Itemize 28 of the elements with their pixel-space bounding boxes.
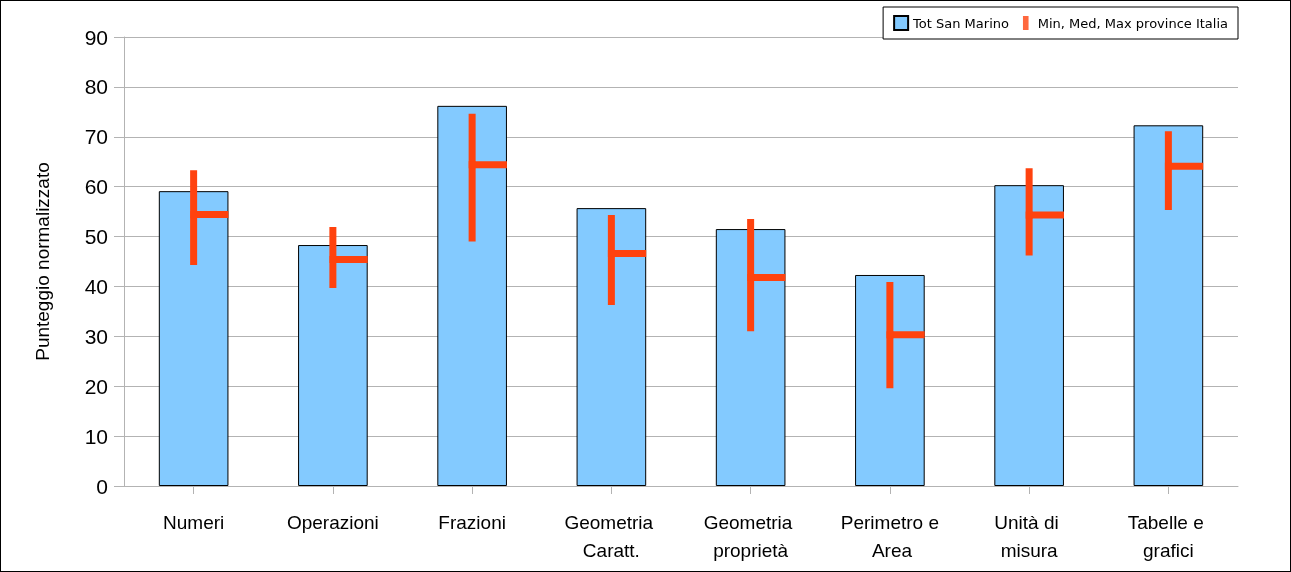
y-tick-label: 60 bbox=[84, 175, 108, 199]
y-tick-label: 30 bbox=[84, 324, 108, 348]
x-tick-label: Geometria Caratt. bbox=[564, 511, 659, 561]
x-tick-label: Geometria proprietà bbox=[703, 511, 798, 561]
point bbox=[468, 161, 476, 169]
y-tick-label: 0 bbox=[96, 474, 108, 498]
x-tick-label: Numeri bbox=[163, 511, 225, 533]
x-tick-label: Operazioni bbox=[286, 511, 379, 533]
y-axis-title: Punteggio normalizzato bbox=[32, 162, 53, 361]
point bbox=[1025, 211, 1033, 219]
bar bbox=[437, 105, 507, 486]
y-tick-label: 50 bbox=[84, 225, 108, 249]
legend-label: Tot San Marino bbox=[912, 15, 1009, 31]
bar bbox=[1133, 125, 1204, 486]
y-tick-label: 70 bbox=[84, 125, 108, 149]
x-tick-label: Tabelle e grafici bbox=[1127, 511, 1210, 561]
y-tick-label: 90 bbox=[84, 25, 108, 49]
y-tick-label: 40 bbox=[84, 274, 108, 298]
x-tick-label: Frazioni bbox=[438, 511, 506, 533]
bar bbox=[576, 208, 647, 486]
y-tick-label: 80 bbox=[84, 75, 108, 99]
y-tick-label: 20 bbox=[84, 374, 108, 398]
point bbox=[886, 331, 894, 339]
y-tick-label: 10 bbox=[84, 424, 108, 448]
bar bbox=[855, 274, 925, 486]
x-tick-label: Perimetro e Area bbox=[840, 511, 939, 561]
x-tick-label: Unità di misura bbox=[994, 511, 1064, 561]
legend-label: Min, Med, Max province Italia bbox=[1037, 15, 1228, 31]
